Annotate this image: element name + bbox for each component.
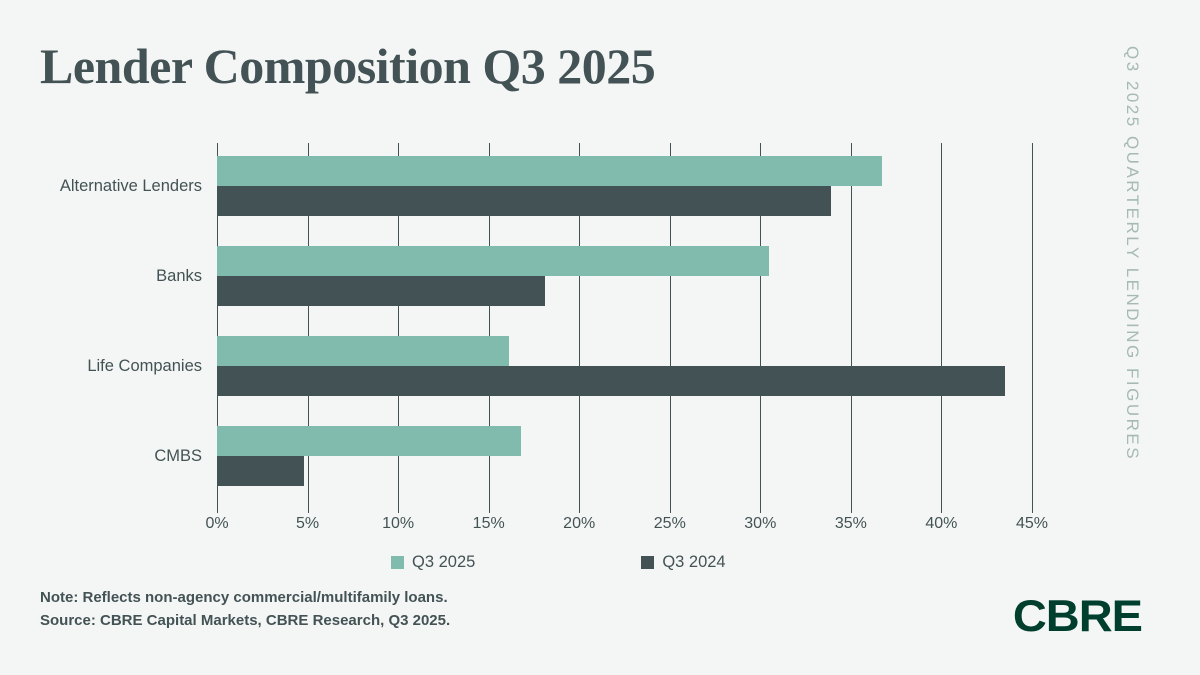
x-tick-label-0: 0%	[205, 515, 229, 532]
legend-swatch-q3-2025	[391, 556, 404, 569]
bar-life-companies-q3-2024	[217, 366, 1005, 396]
gridline-40	[941, 143, 943, 513]
category-label-cmbs: CMBS	[154, 447, 202, 465]
gridline-10	[398, 143, 400, 513]
bar-alternative-lenders-q3-2024	[217, 186, 831, 216]
bar-banks-q3-2025	[217, 246, 770, 276]
cbre-logo: CBRE	[1012, 590, 1143, 641]
bar-cmbs-q3-2024	[217, 456, 304, 486]
page-title: Lender Composition Q3 2025	[40, 38, 656, 94]
gridline-30	[760, 143, 762, 513]
footnotes: Note: Reflects non-agency commercial/mul…	[40, 586, 450, 632]
legend-label-q3-2025: Q3 2025	[412, 553, 476, 571]
gridline-35	[850, 143, 852, 513]
category-label-banks: Banks	[156, 267, 202, 285]
category-label-life-companies: Life Companies	[87, 357, 202, 375]
legend-label-q3-2024: Q3 2024	[662, 553, 726, 571]
gridline-20	[579, 143, 581, 513]
bar-banks-q3-2024	[217, 276, 545, 306]
x-tick-label-25: 25%	[653, 515, 686, 532]
legend-swatch-q3-2024	[641, 556, 655, 569]
x-tick-label-20: 20%	[563, 515, 596, 532]
side-vertical-label: Q3 2025 QUARTERLY LENDING FIGURES	[1123, 46, 1142, 462]
note-text: Note: Reflects non-agency commercial/mul…	[40, 589, 448, 606]
x-tick-label-40: 40%	[925, 515, 958, 532]
gridline-45	[1032, 143, 1033, 513]
x-tick-label-35: 35%	[834, 515, 867, 532]
gridline-0	[217, 143, 218, 513]
bar-cmbs-q3-2025	[217, 426, 522, 456]
x-tick-label-10: 10%	[382, 515, 415, 532]
bar-life-companies-q3-2025	[217, 336, 509, 366]
chart-legend: Q3 2025 Q3 2024	[391, 553, 726, 572]
gridline-25	[669, 143, 671, 513]
legend-item-q3-2024: Q3 2024	[641, 553, 726, 572]
legend-item-q3-2025: Q3 2025	[391, 553, 475, 572]
source-text: Source: CBRE Capital Markets, CBRE Resea…	[40, 612, 451, 629]
x-tick-label-5: 5%	[296, 515, 320, 532]
x-tick-label-15: 15%	[472, 515, 505, 532]
x-tick-label-45: 45%	[1015, 515, 1049, 532]
gridline-5	[307, 143, 309, 513]
bar-alternative-lenders-q3-2025	[217, 156, 882, 186]
chart-plot-area	[217, 143, 1033, 513]
x-tick-label-30: 30%	[744, 515, 777, 532]
gridline-15	[488, 143, 490, 513]
category-label-alternative-lenders: Alternative Lenders	[59, 177, 202, 195]
